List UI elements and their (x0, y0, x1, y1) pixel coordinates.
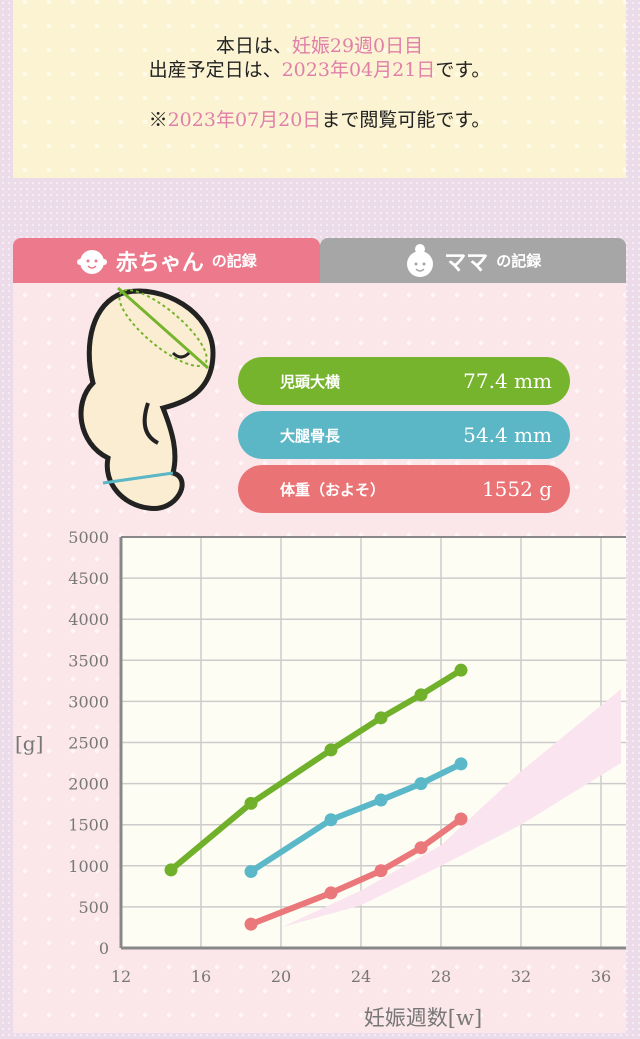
measurement-2: 体重（およそ） 1552 g (238, 465, 570, 513)
measurement-0: 児頭大横 77.4 mm (238, 357, 570, 405)
series-line-0 (169, 667, 463, 873)
x-axis-label: 妊娠週数[w] (364, 1006, 482, 1030)
y-tick-label: 4500 (68, 569, 109, 588)
measurement-value: 77.4 mm (463, 369, 552, 393)
y-tick-label: 500 (78, 898, 109, 917)
y-tick-label: 2000 (68, 775, 109, 794)
data-point (244, 865, 258, 879)
data-point (164, 863, 178, 877)
tab-mama-record[interactable]: ママ の記録 (319, 238, 626, 283)
fetus-illustration (78, 286, 216, 511)
y-tick-label: 2500 (68, 734, 109, 753)
pregnancy-info-box: 本日は、妊娠29週0日目 出産予定日は、2023年04月21日です。 ※2023… (13, 0, 626, 178)
x-tick-label: 36 (591, 967, 611, 986)
y-tick-label: 5000 (68, 528, 109, 547)
measurement-label: 体重（およそ） (280, 480, 386, 499)
tab-baby-record[interactable]: 赤ちゃん の記録 (13, 238, 320, 283)
measurement-1: 大腿骨長 54.4 mm (238, 411, 570, 459)
data-point (244, 917, 258, 931)
y-tick-label: 1000 (68, 857, 109, 876)
viewable-until-line: ※2023年07月20日まで閲覧可能です。 (148, 109, 491, 131)
data-point (244, 796, 258, 810)
today-line: 本日は、妊娠29週0日目 (215, 35, 424, 57)
y-tick-label: 1500 (68, 816, 109, 835)
measurement-value: 54.4 mm (463, 423, 552, 447)
due-date-line: 出産予定日は、2023年04月21日です。 (148, 59, 491, 81)
y-axis-label: [g] (15, 732, 43, 756)
y-tick-label: 0 (99, 939, 109, 958)
data-point (454, 757, 468, 771)
data-point (454, 663, 468, 677)
baby-record-panel: 児頭大横 77.4 mm 大腿骨長 54.4 mm 体重（およそ） 1552 g 0 500… (13, 283, 626, 1033)
record-tabs: 赤ちゃん の記録 ママ の記録 (13, 238, 626, 283)
data-point (374, 711, 388, 725)
gestation-week: 妊娠29週0日目 (291, 35, 424, 57)
data-point (414, 777, 428, 791)
y-tick-label: 3000 (68, 692, 109, 711)
measurement-label: 児頭大横 (280, 372, 341, 391)
x-tick-label: 24 (351, 967, 371, 986)
x-tick-label: 12 (111, 967, 131, 986)
data-point (374, 793, 388, 807)
data-point (324, 886, 338, 900)
y-tick-label: 3500 (68, 651, 109, 670)
measurement-label: 大腿骨長 (280, 426, 341, 445)
data-point (324, 743, 338, 757)
mother-face-icon (407, 243, 434, 277)
x-tick-label: 28 (431, 967, 451, 986)
x-tick-label: 32 (511, 967, 531, 986)
data-point (414, 841, 428, 855)
viewable-until-date: 2023年07月20日 (167, 109, 322, 131)
x-tick-label: 20 (271, 967, 291, 986)
y-tick-label: 4000 (68, 610, 109, 629)
measurement-value: 1552 g (481, 477, 552, 501)
data-point (454, 812, 468, 826)
baby-face-icon (76, 249, 107, 274)
x-tick-label: 16 (191, 967, 211, 986)
data-point (324, 813, 338, 827)
fetal-growth-chart: 0 500 1000 1500 2000 2500 3000 3500 4000 4500 5000… (15, 528, 626, 1030)
due-date: 2023年04月21日 (281, 59, 436, 81)
data-point (414, 688, 428, 702)
data-point (374, 864, 388, 878)
